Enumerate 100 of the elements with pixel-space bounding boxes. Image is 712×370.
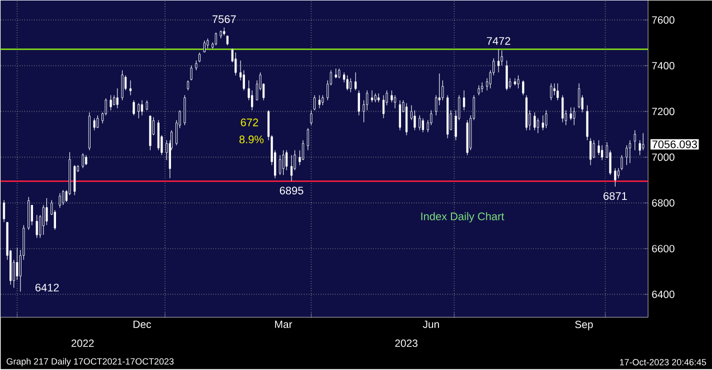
- candlestick: [306, 128, 310, 151]
- candlestick: [121, 70, 124, 101]
- candlestick: [556, 83, 559, 101]
- candlestick: [614, 168, 616, 188]
- annotation: Index Daily Chart: [421, 212, 504, 223]
- candlestick: [302, 140, 304, 161]
- candlestick: [93, 118, 96, 131]
- candlestick: [62, 190, 64, 206]
- candlestick: [578, 83, 580, 109]
- candlestick: [346, 75, 348, 91]
- candlestick: [42, 204, 44, 236]
- candlestick: [350, 78, 352, 93]
- candlestick: [116, 88, 118, 109]
- candlestick: [570, 107, 572, 121]
- candlestick: [478, 85, 480, 96]
- candlestick: [138, 103, 140, 119]
- candlestick: [358, 90, 360, 116]
- candlestick: [146, 100, 148, 111]
- candlestick: [642, 133, 644, 151]
- candlestick: [366, 90, 368, 111]
- candlestick: [462, 90, 466, 111]
- candlestick: [422, 118, 424, 133]
- annotation: 7472: [486, 37, 510, 45]
- candlestick: [634, 130, 636, 151]
- x-tick-label: Jun: [422, 320, 439, 328]
- candlestick: [46, 198, 48, 226]
- candlestick: [206, 38, 209, 49]
- candlestick: [2, 200, 6, 223]
- candlestick: [442, 80, 444, 101]
- candlestick: [370, 90, 374, 103]
- annotation: 6412: [35, 284, 59, 292]
- candlestick: [140, 100, 144, 116]
- candlestick: [290, 154, 293, 182]
- candlestick: [36, 214, 38, 238]
- candlestick: [226, 35, 229, 46]
- candlestick: [562, 95, 564, 123]
- x-tick-label: Mar: [275, 320, 292, 328]
- x-tick-label: Sep: [575, 320, 593, 330]
- candlestick: [195, 60, 198, 71]
- candlestick: [550, 83, 552, 101]
- candlestick: [16, 248, 18, 280]
- annotation: 7056.093: [652, 140, 697, 148]
- candlestick: [497, 49, 500, 73]
- y-tick-label: 7400: [652, 62, 674, 70]
- candlestick: [214, 32, 218, 46]
- candlestick: [534, 112, 536, 131]
- candlestick: [522, 80, 524, 96]
- annotation: 6871: [604, 192, 627, 200]
- candlestick: [286, 150, 288, 171]
- annotation: 672: [240, 118, 258, 126]
- candlestick: [481, 82, 484, 93]
- candlestick: [278, 154, 282, 176]
- candlestick: [506, 60, 508, 91]
- annotation: 8.9%: [239, 136, 264, 144]
- candlestick: [310, 110, 312, 126]
- candlestick: [398, 100, 402, 131]
- candlestick: [382, 95, 385, 119]
- candlestick: [334, 68, 337, 79]
- y-tick-label: 6600: [652, 245, 674, 252]
- candlestick: [598, 140, 600, 156]
- candlestick: [517, 75, 520, 89]
- candlestick: [132, 100, 135, 116]
- candlestick: [58, 192, 61, 208]
- candlestick: [313, 95, 316, 111]
- candlestick: [394, 95, 396, 109]
- candlestick: [251, 90, 254, 111]
- candlestick: [282, 150, 284, 176]
- candlestick: [110, 95, 112, 111]
- candlestick: [638, 140, 641, 156]
- y-tick-label: 6800: [652, 199, 674, 207]
- candlestick: [628, 140, 632, 164]
- caption: Graph 217 Daily 17OCT2021-17OCT2023: [6, 358, 174, 367]
- candlestick: [600, 145, 604, 161]
- candlestick: [430, 110, 432, 126]
- candlestick: [318, 95, 321, 109]
- candlestick: [198, 52, 201, 63]
- candlestick: [82, 153, 84, 169]
- candlestick: [545, 110, 548, 129]
- candlestick: [234, 52, 237, 76]
- annotation: 6895: [280, 186, 304, 195]
- candlestick: [418, 115, 421, 131]
- y-tick-label: 7600: [652, 16, 674, 24]
- candlestick: [589, 138, 592, 166]
- candlestick: [190, 65, 192, 81]
- text: 2023: [395, 340, 418, 348]
- candlestick: [30, 204, 33, 226]
- candlestick: [96, 115, 99, 129]
- candlestick: [573, 107, 576, 126]
- candlestick: [536, 118, 540, 134]
- candlestick: [85, 154, 88, 166]
- candlestick: [322, 95, 324, 106]
- candlestick: [592, 140, 595, 159]
- candlestick: [542, 115, 544, 131]
- y-tick-label: 6400: [652, 290, 674, 298]
- candlestick: [338, 68, 340, 79]
- text: 17-Oct-2023 20:46:45: [620, 359, 706, 366]
- x-tick-label: Dec: [134, 320, 152, 328]
- text: 2022: [72, 340, 94, 348]
- candlestick: [186, 80, 190, 91]
- candlestick: [354, 72, 357, 91]
